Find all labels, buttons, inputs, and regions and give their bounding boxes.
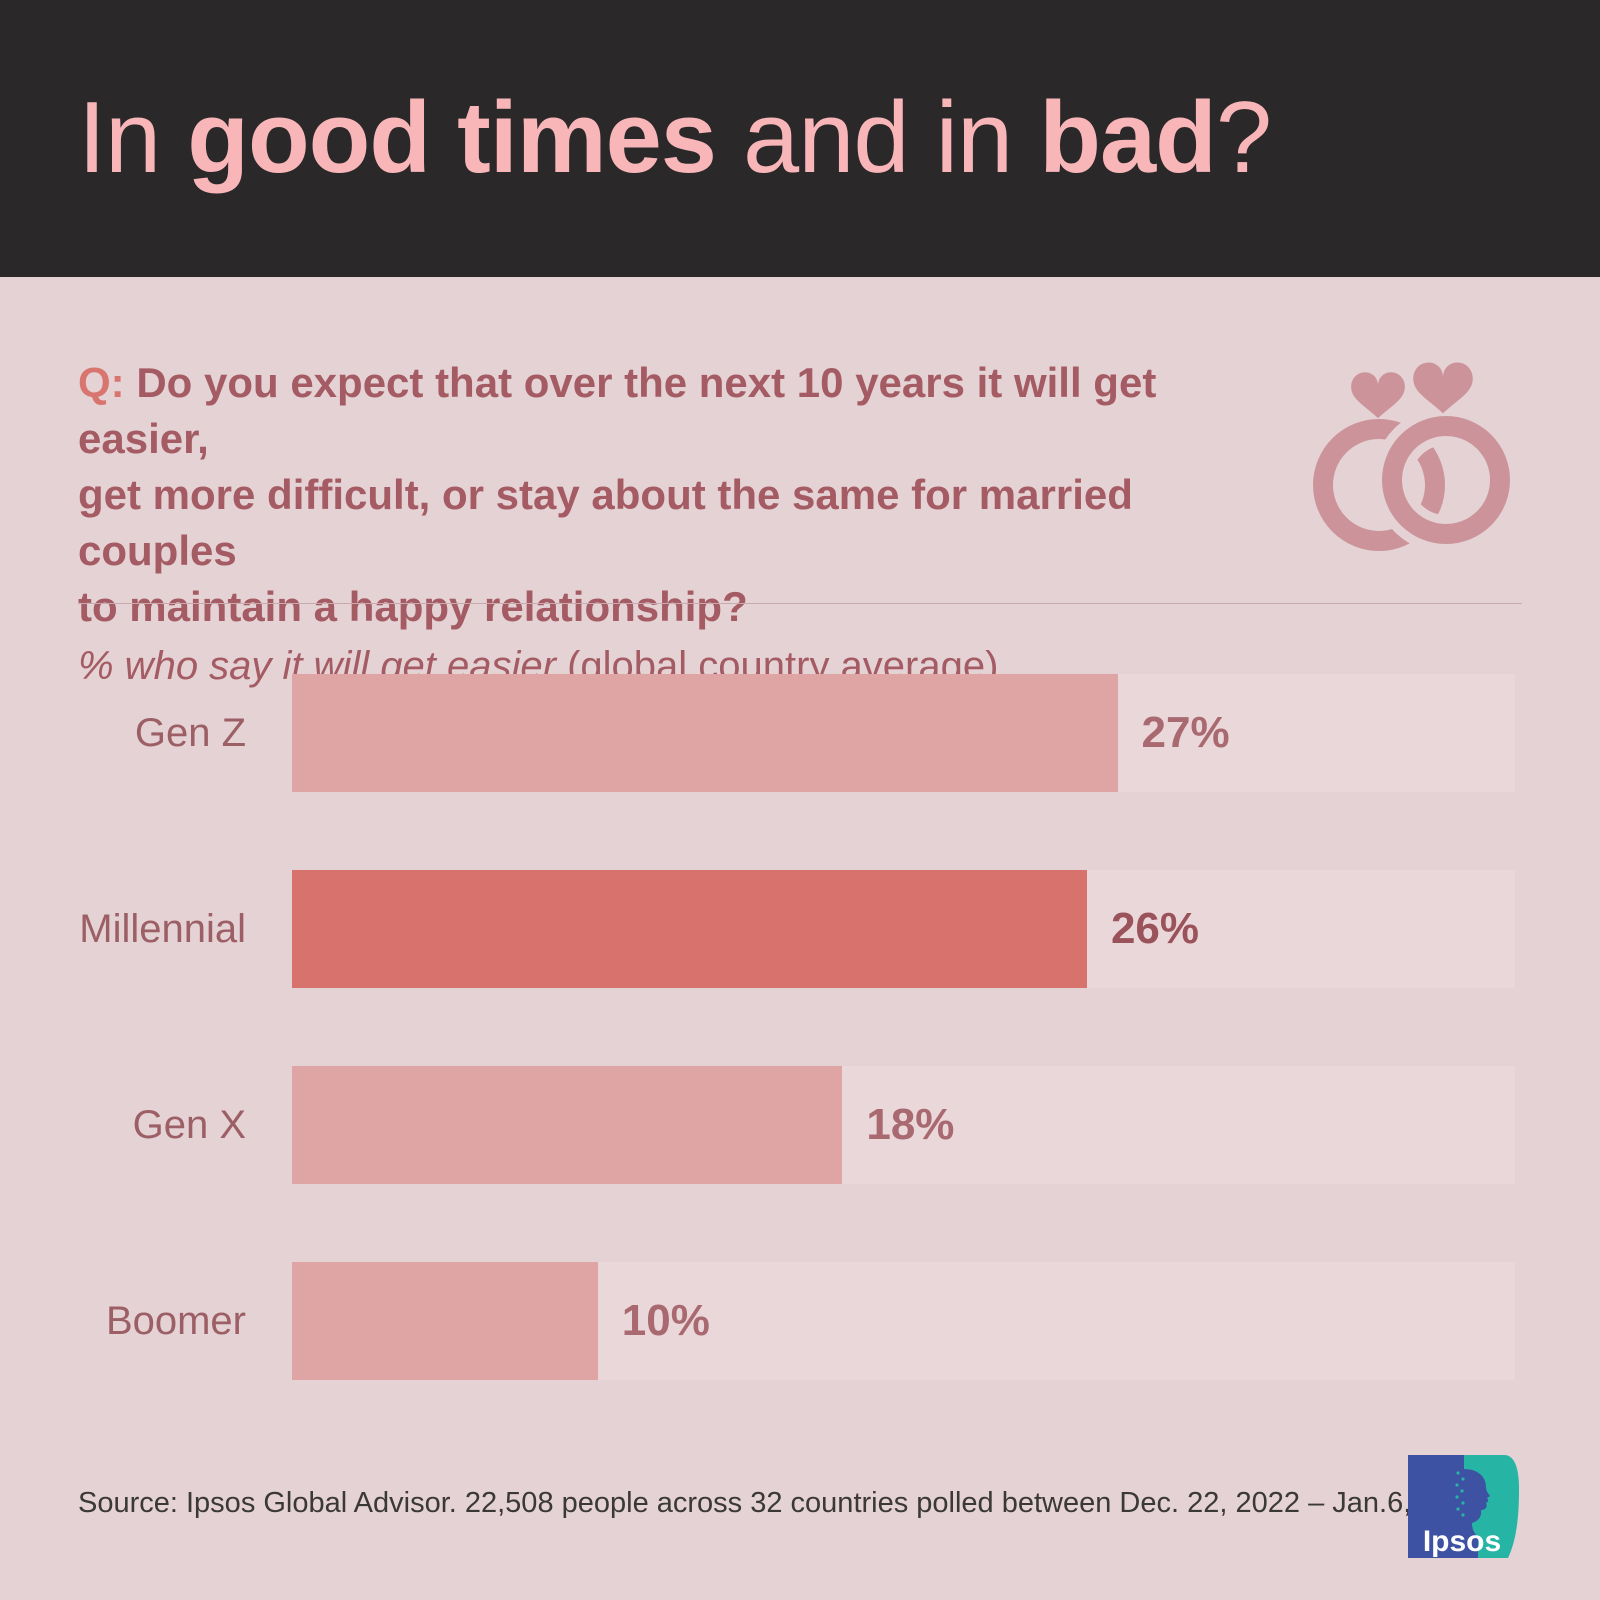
question-prefix: Q: [78, 359, 137, 406]
left-ring [1313, 419, 1445, 551]
bar-track: 18% [292, 1066, 1515, 1184]
wedding-rings-with-hearts-icon [1313, 362, 1516, 553]
bar-fill [292, 1066, 843, 1184]
bar-value-label: 26% [1110, 904, 1200, 953]
chart-row: Boomer 10% [78, 1262, 1515, 1380]
question-block: Q: Do you expect that over the next 10 y… [78, 355, 1263, 691]
bar-value-label: 27% [1141, 708, 1230, 757]
bar-track: 27% [292, 674, 1515, 792]
chart-row: Gen X 18% [78, 1066, 1515, 1184]
logo-hair-texture [1455, 1471, 1465, 1517]
source-text: Source: Ipsos Global Advisor. 22,508 peo… [78, 1487, 1492, 1519]
bar-label: Boomer [105, 1298, 246, 1343]
title-segment-bold: good times [187, 82, 717, 194]
logo-face-silhouette [1464, 1469, 1490, 1558]
question-text: Q: Do you expect that over the next 10 y… [78, 355, 1263, 635]
title-segment-bold: bad [1039, 82, 1217, 194]
logo-wordmark: Ipsos [1423, 1525, 1501, 1558]
chart-row: Millennial 26% [78, 870, 1515, 988]
bar-track: 10% [292, 1262, 1515, 1380]
chart-subtitle: % who say it will get easier (global cou… [78, 641, 1263, 691]
left-heart-icon [1351, 372, 1405, 419]
bar-fill [292, 1262, 598, 1380]
chart-row: Gen Z 27% [78, 674, 1515, 792]
bar-chart: Gen Z 27% Millennial 26% Gen X 18% Boome… [78, 674, 1515, 1380]
divider-line [78, 603, 1522, 604]
bar-track: 26% [292, 870, 1515, 988]
logo-blue-panel [1408, 1455, 1470, 1558]
bar-value-label: 18% [866, 1100, 955, 1149]
bar-label: Millennial [79, 906, 246, 951]
title-segment: ? [1215, 82, 1272, 194]
bar-value-label: 10% [621, 1296, 710, 1345]
bar-label: Gen X [132, 1102, 246, 1147]
bar-fill [292, 870, 1087, 988]
page-title: In good times and in bad? [0, 81, 1272, 196]
question-body: Do you expect that over the next 10 year… [78, 359, 1157, 630]
bar-label: Gen Z [134, 710, 246, 755]
title-segment: and in [715, 82, 1040, 194]
ipsos-logo: Ipsos [1408, 1455, 1519, 1558]
header: In good times and in bad? [0, 0, 1600, 277]
bar-fill [292, 674, 1118, 792]
right-heart-icon [1413, 362, 1473, 414]
title-segment: In [78, 82, 188, 194]
right-ring [1382, 416, 1510, 544]
